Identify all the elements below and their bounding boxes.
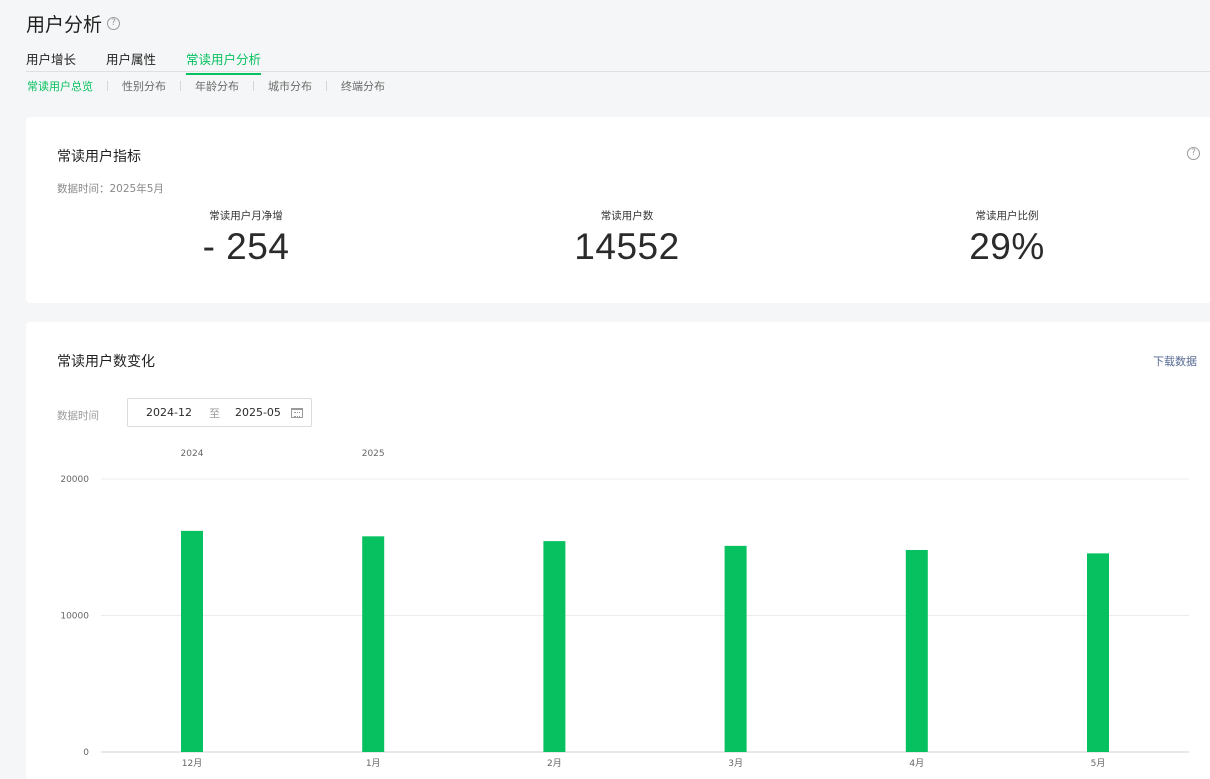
range-separator: 至 bbox=[208, 406, 220, 420]
bar bbox=[362, 536, 385, 752]
indicators-data-time: 数据时间：2025年5月 bbox=[57, 183, 164, 195]
metric-label: 常读用户数 bbox=[600, 210, 654, 222]
metric-user-ratio: 常读用户比例 29% bbox=[887, 208, 1127, 268]
subnav-separator bbox=[253, 81, 254, 91]
y-tick-label: 0 bbox=[83, 748, 89, 758]
x-tick-label: 12月 bbox=[182, 758, 202, 769]
x-tick-label: 3月 bbox=[728, 758, 743, 769]
y-tick-label: 20000 bbox=[60, 475, 89, 485]
subnav-overview[interactable]: 常读用户总览 bbox=[27, 80, 93, 93]
calendar-icon[interactable] bbox=[291, 408, 303, 418]
subnav-city[interactable]: 城市分布 bbox=[268, 80, 312, 93]
x-tick-label: 1月 bbox=[366, 758, 381, 769]
indicators-title: 常读用户指标 bbox=[57, 149, 141, 165]
metric-value: 29% bbox=[969, 226, 1045, 267]
bar bbox=[1087, 553, 1109, 752]
x-tick-label: 5月 bbox=[1091, 758, 1106, 769]
end-date[interactable]: 2025-05 bbox=[234, 406, 281, 419]
y-tick-label: 10000 bbox=[60, 612, 89, 622]
metric-value: 14552 bbox=[574, 226, 680, 267]
metric-value: - 254 bbox=[202, 226, 290, 267]
main-tabs: 用户增长 用户属性 常读用户分析 bbox=[26, 49, 291, 75]
tab-frequent-reader-analysis[interactable]: 常读用户分析 bbox=[186, 49, 262, 75]
user-count-bar-chart: 0 10000 20000 12月 1月 2月 3月 4月 5月 2024 2025 bbox=[60, 449, 1189, 769]
tab-user-growth[interactable]: 用户增长 bbox=[26, 52, 77, 67]
metric-label: 常读用户比例 bbox=[975, 210, 1039, 222]
date-range-picker[interactable]: 2024-12 至 2025-05 bbox=[127, 398, 312, 427]
metric-net-growth: 常读用户月净增 - 254 bbox=[126, 208, 366, 268]
indicators-help-icon[interactable]: ? bbox=[1187, 147, 1200, 160]
indicators-card: 常读用户指标 ? 数据时间：2025年5月 常读用户月净增 - 254 常读用户… bbox=[26, 117, 1210, 303]
trend-title: 常读用户数变化 bbox=[57, 354, 155, 370]
bar bbox=[181, 530, 203, 752]
x-tick-label: 2月 bbox=[547, 758, 562, 769]
year-label: 2025 bbox=[362, 449, 385, 459]
trend-card: 常读用户数变化 下载数据 数据时间 2024-12 至 2025-05 bbox=[26, 322, 1210, 779]
download-data-link[interactable]: 下载数据 bbox=[1153, 355, 1197, 368]
page-title: 用户分析 ? bbox=[26, 10, 121, 37]
bar bbox=[543, 541, 566, 752]
year-label: 2024 bbox=[181, 449, 204, 459]
subnav-gender[interactable]: 性别分布 bbox=[122, 80, 166, 93]
subnav-separator bbox=[180, 81, 181, 91]
subnav-separator bbox=[107, 81, 108, 91]
sub-navigation: 常读用户总览 性别分布 年龄分布 城市分布 终端分布 bbox=[27, 78, 385, 94]
tabs-divider bbox=[26, 71, 1210, 72]
date-range-label: 数据时间 bbox=[57, 410, 99, 422]
bar bbox=[905, 549, 928, 752]
subnav-separator bbox=[326, 81, 327, 91]
metric-label: 常读用户月净增 bbox=[209, 210, 283, 222]
page-title-text: 用户分析 bbox=[26, 14, 103, 36]
metric-user-count: 常读用户数 14552 bbox=[507, 208, 747, 268]
x-tick-label: 4月 bbox=[909, 758, 924, 769]
bar bbox=[724, 545, 747, 752]
start-date[interactable]: 2024-12 bbox=[146, 406, 192, 419]
tab-user-attributes[interactable]: 用户属性 bbox=[106, 52, 157, 67]
subnav-device[interactable]: 终端分布 bbox=[341, 80, 385, 93]
subnav-age[interactable]: 年龄分布 bbox=[195, 80, 239, 93]
help-icon[interactable]: ? bbox=[107, 17, 121, 30]
